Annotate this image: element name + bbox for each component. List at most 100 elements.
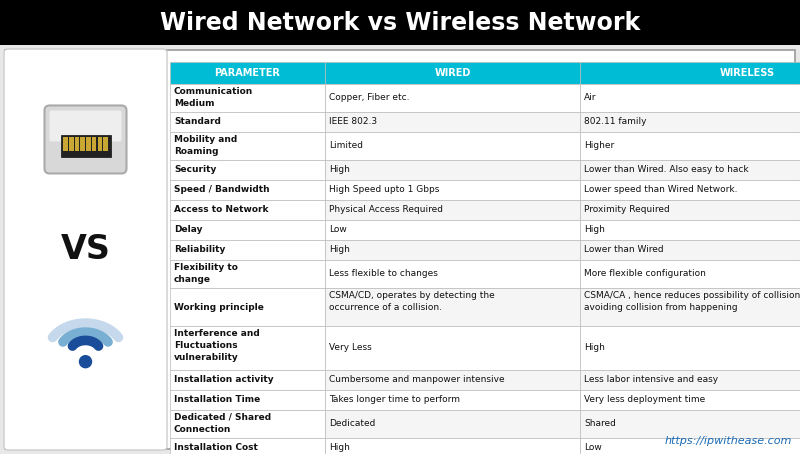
Bar [170, 160, 325, 180]
Text: WIRELESS: WIRELESS [720, 68, 775, 78]
Bar [170, 200, 325, 220]
Text: High: High [329, 166, 350, 174]
Text: Takes longer time to perform: Takes longer time to perform [329, 395, 460, 405]
Text: Proximity Required: Proximity Required [584, 206, 670, 214]
Bar [325, 288, 580, 326]
Text: 802.11 family: 802.11 family [584, 118, 646, 127]
Bar [170, 438, 325, 454]
Text: Lower than Wired. Also easy to hack: Lower than Wired. Also easy to hack [584, 166, 749, 174]
Text: Dedicated / Shared
Connection: Dedicated / Shared Connection [174, 413, 271, 434]
Bar [80, 138, 85, 152]
Text: WIRED: WIRED [434, 68, 470, 78]
Bar [170, 410, 325, 438]
Text: Very Less: Very Less [329, 344, 372, 352]
Text: Flexibility to
change: Flexibility to change [174, 263, 238, 284]
Circle shape [79, 355, 91, 368]
Text: Wired Network vs Wireless Network: Wired Network vs Wireless Network [160, 10, 640, 35]
Bar [86, 138, 90, 152]
Bar [580, 438, 800, 454]
Text: Low: Low [329, 226, 346, 235]
Bar [580, 240, 800, 260]
Text: Mobility and
Roaming: Mobility and Roaming [174, 135, 238, 156]
Text: Communication
Medium: Communication Medium [174, 87, 254, 108]
Text: Less flexible to changes: Less flexible to changes [329, 270, 438, 278]
Text: Standard: Standard [174, 118, 221, 127]
Bar [170, 180, 325, 200]
Bar [5, 50, 795, 449]
Text: Installation Cost: Installation Cost [174, 444, 258, 453]
Text: https://ipwithease.com: https://ipwithease.com [665, 436, 792, 446]
Text: Low: Low [584, 444, 602, 453]
Bar [325, 438, 580, 454]
Bar [325, 220, 580, 240]
Bar [0, 0, 800, 45]
Bar [325, 200, 580, 220]
Bar [580, 220, 800, 240]
Bar [325, 132, 580, 160]
Text: Physical Access Required: Physical Access Required [329, 206, 443, 214]
Text: Delay: Delay [174, 226, 202, 235]
Bar [325, 62, 580, 84]
Text: High Speed upto 1 Gbps: High Speed upto 1 Gbps [329, 186, 439, 194]
Bar [98, 138, 102, 152]
Bar [580, 260, 800, 288]
Bar [325, 240, 580, 260]
Bar [103, 138, 108, 152]
Bar [170, 288, 325, 326]
Bar [580, 288, 800, 326]
Text: Working principle: Working principle [174, 302, 264, 311]
Text: VS: VS [61, 233, 110, 266]
Bar [92, 138, 96, 152]
Text: CSMA/CA , hence reduces possibility of collision be
avoiding collision from happ: CSMA/CA , hence reduces possibility of c… [584, 291, 800, 312]
Text: Dedicated: Dedicated [329, 419, 375, 429]
Bar [325, 326, 580, 370]
Bar [170, 112, 325, 132]
Bar [580, 390, 800, 410]
Bar [325, 112, 580, 132]
Bar [170, 260, 325, 288]
FancyBboxPatch shape [50, 110, 122, 142]
Text: High: High [584, 344, 605, 352]
Text: More flexible configuration: More flexible configuration [584, 270, 706, 278]
Bar [325, 160, 580, 180]
Text: Less labor intensive and easy: Less labor intensive and easy [584, 375, 718, 385]
Text: Access to Network: Access to Network [174, 206, 269, 214]
Text: CSMA/CD, operates by detecting the
occurrence of a collision.: CSMA/CD, operates by detecting the occur… [329, 291, 494, 312]
Text: Cumbersome and manpower intensive: Cumbersome and manpower intensive [329, 375, 505, 385]
Text: Shared: Shared [584, 419, 616, 429]
Text: Higher: Higher [584, 142, 614, 150]
Text: Limited: Limited [329, 142, 363, 150]
Text: Lower speed than Wired Network.: Lower speed than Wired Network. [584, 186, 738, 194]
Bar [170, 390, 325, 410]
Bar [170, 132, 325, 160]
Bar [325, 260, 580, 288]
Bar [580, 62, 800, 84]
Text: Copper, Fiber etc.: Copper, Fiber etc. [329, 94, 410, 103]
Bar [325, 180, 580, 200]
Bar [170, 62, 325, 84]
Bar [580, 160, 800, 180]
Text: Installation activity: Installation activity [174, 375, 274, 385]
Text: Lower than Wired: Lower than Wired [584, 246, 664, 255]
Text: High: High [584, 226, 605, 235]
Bar [74, 138, 79, 152]
Text: High: High [329, 444, 350, 453]
Text: High: High [329, 246, 350, 255]
Bar [580, 84, 800, 112]
Text: Installation Time: Installation Time [174, 395, 260, 405]
Bar [580, 112, 800, 132]
Text: Security: Security [174, 166, 216, 174]
Bar [325, 84, 580, 112]
Bar [170, 370, 325, 390]
Bar [170, 240, 325, 260]
Bar [170, 84, 325, 112]
FancyBboxPatch shape [45, 105, 126, 173]
Bar [170, 326, 325, 370]
Bar [580, 326, 800, 370]
Text: Very less deployment time: Very less deployment time [584, 395, 706, 405]
Bar [69, 138, 74, 152]
Bar [580, 180, 800, 200]
Bar [170, 220, 325, 240]
Bar [325, 370, 580, 390]
Text: Speed / Bandwidth: Speed / Bandwidth [174, 186, 270, 194]
